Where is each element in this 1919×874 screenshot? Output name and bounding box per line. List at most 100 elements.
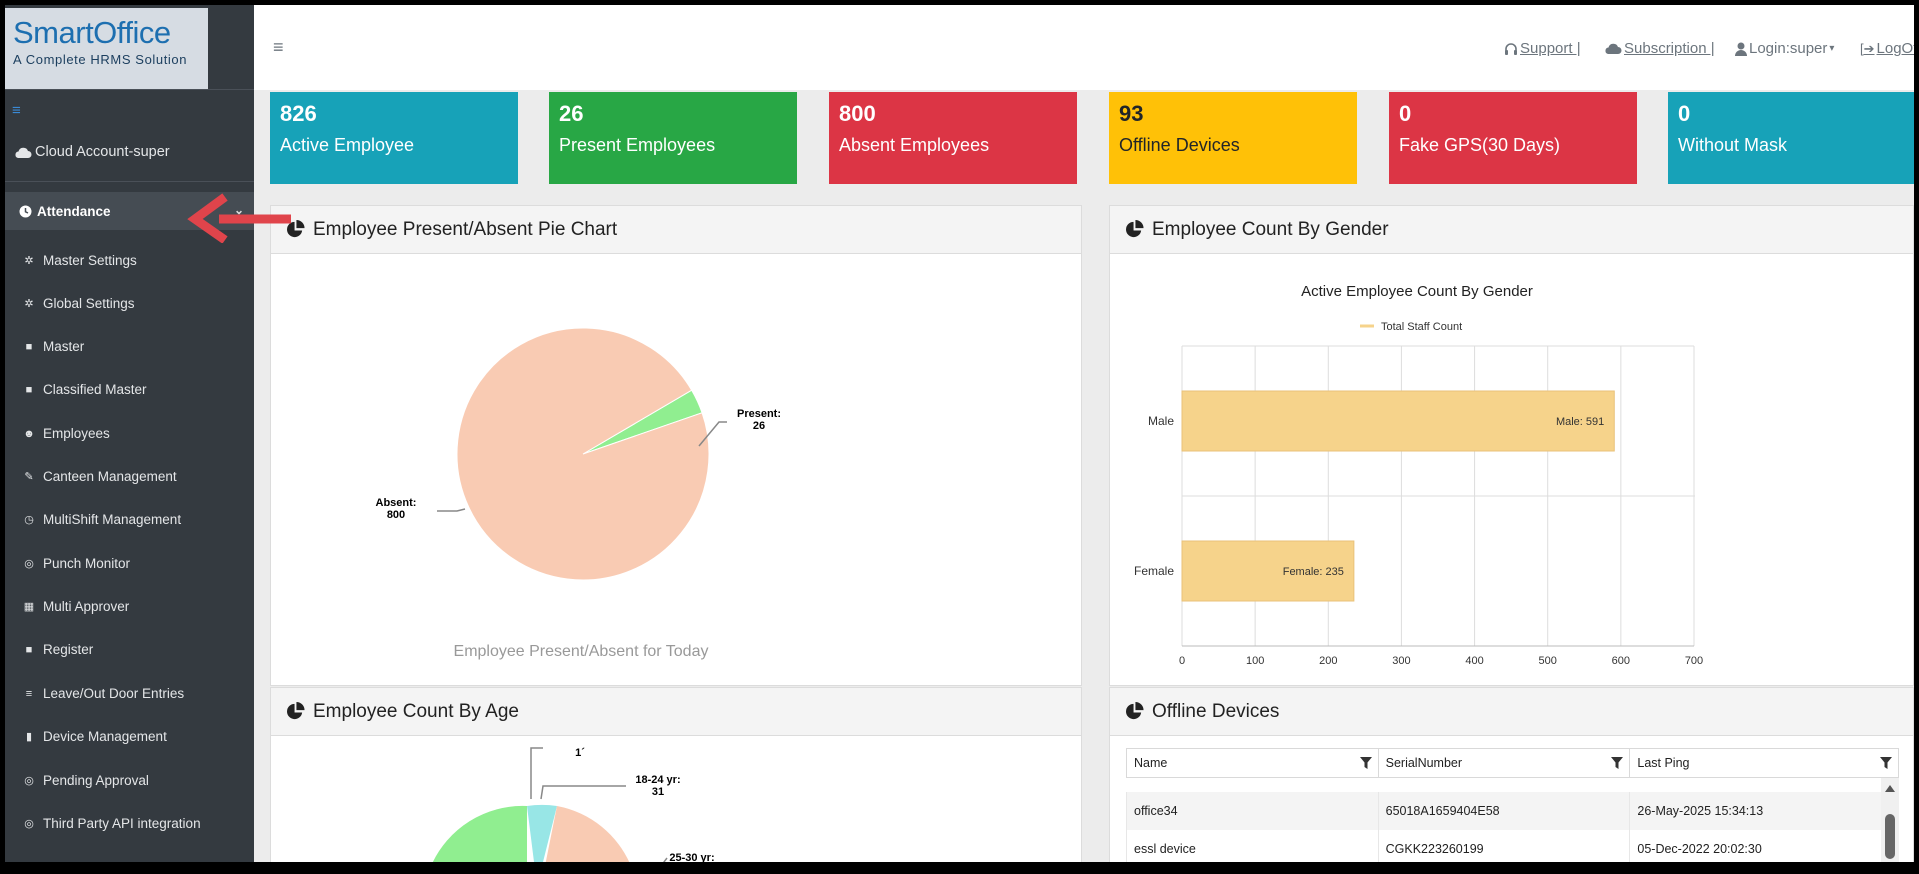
- topbar: ≡ Support | Subscription | Login:super ▾…: [254, 5, 1914, 90]
- sidebar-item-pending-approval[interactable]: ◎ Pending Approval: [23, 773, 149, 788]
- table-row[interactable]: office34 65018A1659404E58 26-May-2025 15:3…: [1126, 791, 1899, 830]
- filter-icon[interactable]: [1880, 757, 1892, 769]
- data-label: Male: 591: [1556, 416, 1604, 428]
- support-link[interactable]: Support |: [1504, 40, 1581, 57]
- panel-header: Employee Count By Age: [271, 688, 1081, 736]
- sidebar-item-global-settings[interactable]: ✲ Global Settings: [23, 296, 134, 311]
- table-body: office34 65018A1659404E58 26-May-2025 15:3…: [1126, 791, 1899, 862]
- label-connector: [663, 857, 668, 862]
- column-header-label: Last Ping: [1637, 756, 1690, 770]
- logo-title: SmartOffice: [13, 15, 171, 50]
- sidebar-item-label: Punch Monitor: [43, 556, 131, 571]
- table-cell: 26-May-2025 15:34:13: [1629, 791, 1899, 830]
- column-header[interactable]: Last Ping: [1629, 748, 1899, 778]
- subscription-link[interactable]: Subscription |: [1604, 40, 1715, 57]
- pie-chart-icon: [287, 220, 305, 238]
- stat-value: 0: [1678, 101, 1691, 126]
- table-cell: 65018A1659404E58: [1377, 791, 1631, 830]
- filter-icon[interactable]: [1611, 757, 1624, 769]
- user-icon: [1735, 42, 1747, 56]
- stat-value: 26: [559, 101, 584, 126]
- stat-card[interactable]: 93 Offline Devices: [1109, 92, 1357, 184]
- scroll-thumb[interactable]: [1885, 814, 1895, 859]
- sidebar-item-device-management[interactable]: ▮ Device Management: [23, 729, 167, 744]
- sidebar-item-label: Employees: [43, 426, 110, 441]
- stat-card[interactable]: 826 Active Employee: [270, 92, 518, 184]
- sidebar-item-canteen-management[interactable]: ✎ Canteen Management: [23, 469, 177, 484]
- square-icon: ■: [25, 643, 33, 656]
- square-icon: ■: [25, 340, 33, 353]
- sidebar-item-master-settings[interactable]: ✲ Master Settings: [23, 253, 137, 268]
- stat-label: Present Employees: [559, 135, 716, 155]
- subscription-label: Subscription |: [1624, 40, 1715, 57]
- sidebar-item-label: Master Settings: [43, 253, 137, 268]
- sidebar-item-multishift-management[interactable]: ◷ MultiShift Management: [23, 512, 181, 527]
- cloud-account-label: Cloud Account-super: [35, 144, 170, 160]
- stat-card[interactable]: 0 Without Mask: [1668, 92, 1914, 184]
- logout-link[interactable]: [➔ LogOff: [1860, 40, 1914, 57]
- sidebar-item-leave-out-door-entries[interactable]: ≡ Leave/Out Door Entries: [23, 686, 184, 701]
- sidebar-item-register[interactable]: ■ Register: [23, 642, 94, 657]
- tick-label: 500: [1539, 655, 1557, 667]
- pie-slice-absent[interactable]: [456, 327, 710, 581]
- pie-slice: [545, 806, 630, 862]
- bar-male[interactable]: [1181, 390, 1615, 452]
- sidebar-item-label: Leave/Out Door Entries: [43, 686, 185, 701]
- table-cell: CGKK223260199: [1377, 829, 1631, 862]
- sidebar-item-classified-master[interactable]: ■ Classified Master: [23, 382, 147, 397]
- age-panel: Employee Count By Age 1´ 18-24 yr: 31 25…: [270, 687, 1082, 862]
- logo[interactable]: SmartOffice A Complete HRMS Solution: [5, 8, 208, 89]
- gender-bar-chart: Active Employee Count By Gender Total Sta…: [1134, 283, 1703, 667]
- offline-devices-table: Name SerialNumber Last Ping office34 65018A…: [1126, 748, 1899, 862]
- stat-card[interactable]: 26 Present Employees: [549, 92, 797, 184]
- sidebar-item-master[interactable]: ■ Master: [23, 339, 85, 354]
- panel-header: Offline Devices: [1110, 688, 1913, 736]
- table-row[interactable]: essl device CGKK223260199 05-Dec-2022 20:0…: [1126, 829, 1899, 862]
- column-header-label: SerialNumber: [1385, 756, 1463, 770]
- sidebar-item-label: Device Management: [43, 729, 167, 744]
- stat-value: 0: [1399, 101, 1412, 126]
- sidebar-item-punch-monitor[interactable]: ◎ Punch Monitor: [23, 556, 130, 571]
- circle-icon: ◎: [24, 558, 34, 570]
- table-cell: office34: [1126, 791, 1379, 830]
- sidebar-item-label: Attendance: [37, 203, 111, 219]
- logout-label: LogOff: [1876, 40, 1914, 57]
- stat-label: Active Employee: [280, 135, 415, 155]
- sidebar-item-third-party-api-integration[interactable]: ◎ Third Party API integration: [23, 816, 201, 831]
- column-header[interactable]: SerialNumber: [1377, 748, 1631, 778]
- cloud-icon: [1605, 43, 1622, 54]
- sidebar-item-multi-approver[interactable]: ▦ Multi Approver: [23, 599, 130, 614]
- data-label: 800: [387, 509, 405, 521]
- menu-icon[interactable]: ≡: [273, 37, 284, 57]
- filter-icon[interactable]: [1359, 757, 1372, 769]
- cloud-account[interactable]: Cloud Account-super: [14, 144, 170, 160]
- data-label: 26: [753, 420, 765, 432]
- square-icon: ■: [25, 383, 33, 396]
- stat-card[interactable]: 0 Fake GPS(30 Days): [1389, 92, 1637, 184]
- chevron-down-icon[interactable]: ⌄: [233, 203, 244, 217]
- sidebar-item-employees[interactable]: ☻ Employees: [23, 426, 110, 441]
- sidebar-toggle-icon[interactable]: ≡: [12, 102, 21, 119]
- sidebar-item-label: Multi Approver: [43, 599, 130, 614]
- column-header-label: Name: [1134, 756, 1168, 770]
- panel-title: Offline Devices: [1152, 700, 1280, 722]
- login-label: Login:super: [1749, 40, 1828, 57]
- sidebar-item-label: Register: [43, 642, 94, 657]
- label-connector: [530, 747, 543, 799]
- caret-down-icon: ▾: [1829, 43, 1835, 54]
- device-icon: ▮: [25, 731, 33, 743]
- user-menu[interactable]: Login:super ▾: [1735, 40, 1834, 57]
- sidebar-item-label: MultiShift Management: [43, 512, 182, 527]
- bar-female[interactable]: [1181, 540, 1355, 602]
- scroll-up-icon[interactable]: [1885, 785, 1895, 792]
- offline-devices-panel: Offline Devices Name SerialNumber Last Pin…: [1109, 687, 1914, 862]
- column-header[interactable]: Name: [1126, 748, 1379, 778]
- chart-caption: Employee Present/Absent for Today: [454, 643, 709, 660]
- stat-card[interactable]: 800 Absent Employees: [829, 92, 1077, 184]
- label-connector: [540, 785, 626, 800]
- logo-subtitle: A Complete HRMS Solution: [13, 52, 188, 67]
- sidebar-item-label: Third Party API integration: [43, 816, 201, 831]
- divider: [5, 89, 254, 90]
- sidebar-item-label: Canteen Management: [43, 469, 177, 484]
- table-scrollbar[interactable]: [1881, 778, 1899, 862]
